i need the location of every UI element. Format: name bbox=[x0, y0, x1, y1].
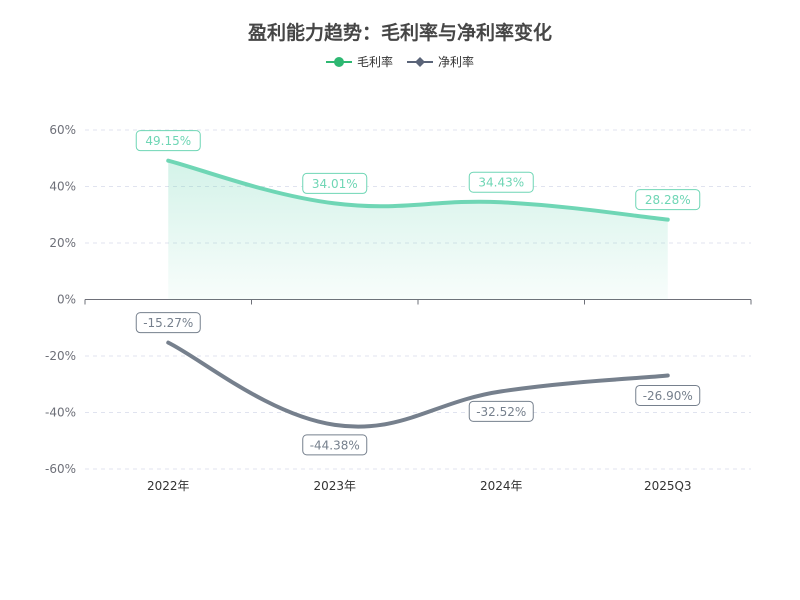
data-label-box bbox=[635, 384, 701, 406]
series-line bbox=[166, 158, 670, 222]
data-label: -44.38% bbox=[302, 434, 368, 456]
y-tick-label: 40% bbox=[49, 180, 76, 194]
data-label-text: 49.15% bbox=[145, 134, 191, 148]
x-tick-label: 2024年 bbox=[480, 479, 523, 493]
series-line bbox=[166, 340, 670, 429]
data-label: 49.15% bbox=[135, 130, 201, 152]
data-label-text: -44.38% bbox=[310, 438, 360, 452]
x-tick-label: 2025Q3 bbox=[644, 479, 692, 493]
data-label-box bbox=[135, 312, 201, 334]
y-tick-label: -20% bbox=[45, 349, 76, 363]
x-tick-label: 2022年 bbox=[147, 479, 190, 493]
circle-marker-icon bbox=[325, 56, 352, 67]
data-label-box bbox=[635, 189, 701, 211]
legend-label: 净利率 bbox=[438, 55, 475, 69]
data-label-text: -26.90% bbox=[643, 389, 693, 403]
y-tick-label: -40% bbox=[45, 406, 76, 420]
data-label-text: -32.52% bbox=[476, 405, 526, 419]
data-label-text: 28.28% bbox=[645, 193, 691, 207]
data-label: -15.27% bbox=[135, 312, 201, 334]
data-label: 28.28% bbox=[635, 189, 701, 211]
data-label-box bbox=[135, 130, 201, 152]
legend-item-gross-margin[interactable]: 毛利率 bbox=[325, 53, 393, 70]
legend: 毛利率 净利率 bbox=[0, 53, 800, 70]
series-area bbox=[168, 160, 668, 300]
data-label-box bbox=[302, 434, 368, 456]
y-tick-label: 20% bbox=[49, 236, 76, 250]
data-label: 34.01% bbox=[302, 172, 368, 194]
x-tick-label: 2023年 bbox=[313, 479, 356, 493]
y-tick-label: 60% bbox=[49, 123, 76, 137]
y-tick-label: 0% bbox=[57, 293, 76, 307]
legend-label: 毛利率 bbox=[356, 55, 393, 69]
data-label: -32.52% bbox=[468, 400, 534, 422]
data-label-box bbox=[302, 172, 368, 194]
chart-title: 盈利能力趋势：毛利率与净利率变化 bbox=[247, 22, 552, 44]
data-label-box bbox=[468, 171, 534, 193]
data-label-text: 34.01% bbox=[312, 177, 358, 191]
legend-item-net-margin[interactable]: 净利率 bbox=[407, 53, 474, 70]
data-label: -26.90% bbox=[635, 384, 701, 406]
diamond-marker-icon bbox=[407, 56, 433, 67]
data-label-box bbox=[468, 400, 534, 422]
data-label-text: -15.27% bbox=[143, 316, 193, 330]
y-tick-label: -60% bbox=[45, 462, 76, 476]
data-label: 34.43% bbox=[468, 171, 534, 193]
data-label-text: 34.43% bbox=[478, 176, 524, 190]
